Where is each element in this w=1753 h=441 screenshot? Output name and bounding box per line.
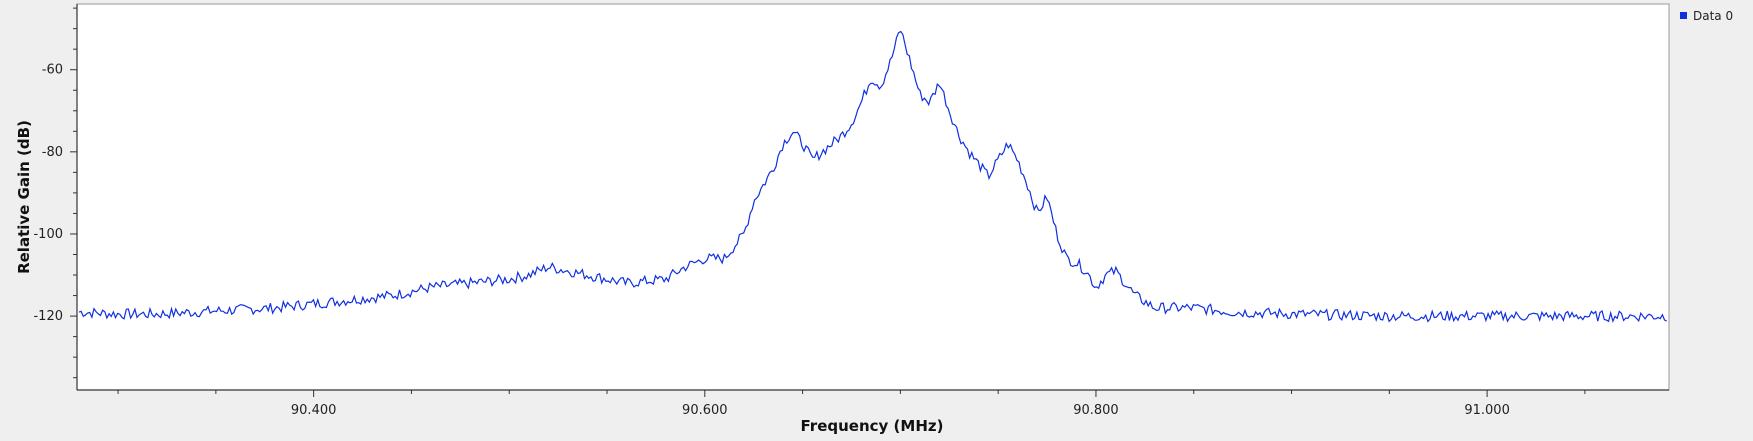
legend: Data 0	[1680, 9, 1733, 23]
x-tick-label: 90.600	[682, 403, 728, 418]
axis-ticks: 90.400 90.600 90.800 91.000 -60 -80 -100 -120	[33, 7, 1586, 418]
y-tick-label: -100	[33, 227, 63, 242]
y-axis-title: Relative Gain (dB)	[15, 120, 33, 274]
y-tick-label: -120	[33, 309, 63, 324]
legend-swatch	[1680, 12, 1687, 19]
y-tick-label: -60	[42, 63, 63, 78]
x-tick-label: 90.400	[291, 403, 337, 418]
axis-lines	[76, 4, 1669, 391]
y-tick-label: -80	[42, 145, 63, 160]
x-tick-label: 90.800	[1073, 403, 1119, 418]
plot-area	[76, 3, 1670, 391]
legend-label: Data 0	[1693, 9, 1733, 23]
series-line-data-0	[78, 30, 1667, 324]
x-tick-label: 91.000	[1464, 403, 1510, 418]
x-axis-title: Frequency (MHz)	[801, 417, 944, 435]
